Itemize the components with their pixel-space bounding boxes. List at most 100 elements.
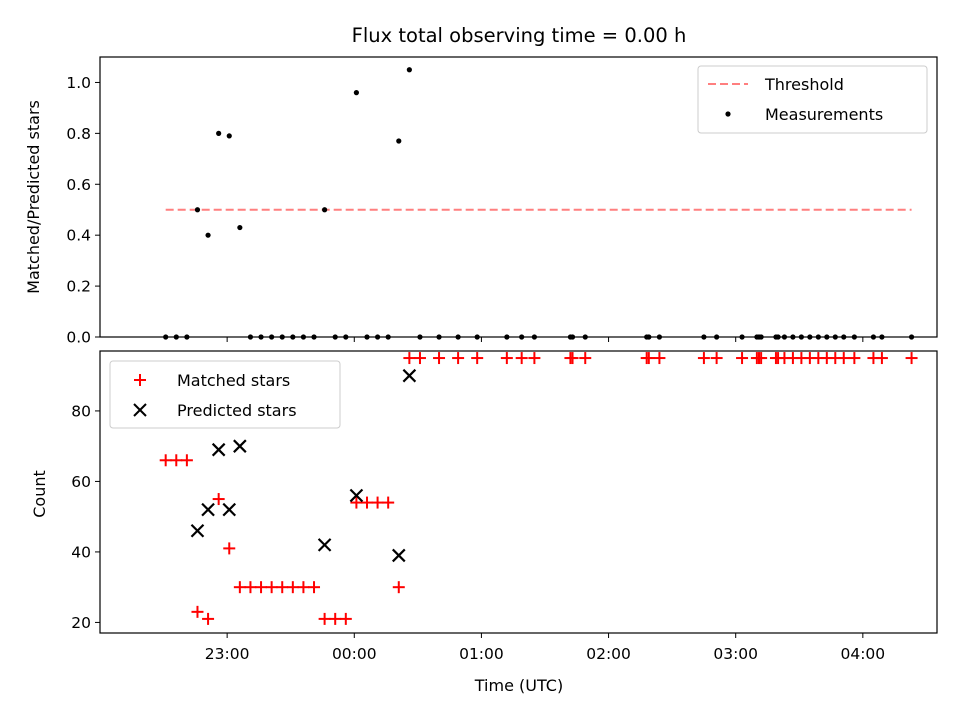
measurement-point bbox=[436, 334, 442, 340]
y-tick-label: 0.2 bbox=[66, 278, 91, 296]
x-tick-label: 23:00 bbox=[205, 645, 250, 663]
legend-ratio: Threshold Measurements bbox=[697, 65, 928, 134]
legend-matched-label: Matched stars bbox=[177, 371, 290, 390]
matched-star-point bbox=[212, 493, 225, 506]
matched-star-point bbox=[413, 352, 426, 365]
panel-count-marks bbox=[159, 352, 918, 625]
measurement-point bbox=[474, 334, 480, 340]
legend-predicted-label: Predicted stars bbox=[177, 401, 297, 420]
measurement-point bbox=[184, 334, 190, 340]
measurement-point bbox=[879, 334, 885, 340]
measurement-point bbox=[504, 334, 510, 340]
panel-count-y-label: Count bbox=[30, 470, 49, 518]
measurement-point bbox=[582, 334, 588, 340]
measurement-point bbox=[815, 334, 821, 340]
matched-star-point bbox=[848, 352, 861, 365]
matched-star-point bbox=[471, 352, 484, 365]
matched-star-point bbox=[191, 605, 204, 618]
measurement-point bbox=[775, 334, 781, 340]
matched-star-point bbox=[244, 581, 257, 594]
measurement-point bbox=[531, 334, 537, 340]
measurement-point bbox=[569, 334, 576, 340]
measurement-point bbox=[374, 334, 381, 340]
matched-star-point bbox=[566, 352, 579, 365]
matched-star-point bbox=[339, 612, 352, 625]
matched-star-point bbox=[653, 352, 666, 365]
measurement-point bbox=[824, 334, 830, 340]
measurement-point bbox=[353, 90, 359, 96]
panel-count-x-ticks: 23:00 00:00 01:00 02:00 03:00 04:00 bbox=[205, 633, 885, 663]
matched-star-point bbox=[905, 352, 918, 365]
measurement-point bbox=[841, 334, 847, 340]
measurement-point bbox=[739, 334, 745, 340]
matched-star-point bbox=[350, 496, 363, 509]
predicted-star-point bbox=[222, 502, 237, 517]
matched-star-point bbox=[286, 581, 299, 594]
x-tick-label: 03:00 bbox=[713, 645, 758, 663]
measurement-point bbox=[519, 334, 525, 340]
panel-ratio-y-label: Matched/Predicted stars bbox=[24, 100, 43, 294]
legend-predicted-swatch bbox=[133, 403, 147, 417]
matched-star-point bbox=[202, 612, 215, 625]
measurement-point bbox=[455, 334, 461, 340]
measurement-point bbox=[194, 207, 201, 213]
measurement-point bbox=[247, 334, 254, 340]
measurement-point bbox=[279, 334, 285, 340]
panel-ratio: 0.0 0.2 0.4 0.6 0.8 1.0 Matched/Predicted sta… bbox=[24, 56, 938, 347]
matched-star-point bbox=[500, 352, 513, 365]
measurement-point bbox=[851, 334, 857, 340]
measurement-point bbox=[216, 130, 222, 136]
measurement-point bbox=[406, 67, 412, 73]
panel-ratio-y-ticks: 0.0 0.2 0.4 0.6 0.8 1.0 bbox=[66, 74, 100, 347]
y-tick-label: 60 bbox=[71, 473, 91, 491]
matched-star-point bbox=[276, 581, 289, 594]
matched-star-point bbox=[223, 542, 236, 555]
measurement-point bbox=[290, 334, 296, 340]
matched-star-point bbox=[528, 352, 541, 365]
x-axis-label: Time (UTC) bbox=[474, 676, 563, 695]
measurement-point bbox=[163, 334, 169, 340]
measurement-point bbox=[701, 334, 707, 340]
legend-measurements-swatch bbox=[725, 111, 731, 117]
measurement-point bbox=[714, 334, 720, 340]
measurement-point bbox=[798, 334, 804, 340]
y-tick-label: 1.0 bbox=[66, 74, 91, 92]
measurement-point bbox=[205, 232, 211, 238]
measurement-point bbox=[396, 138, 402, 144]
matched-star-point bbox=[515, 352, 528, 365]
measurement-point bbox=[332, 334, 338, 340]
legend-count-box bbox=[109, 360, 341, 429]
x-tick-label: 02:00 bbox=[586, 645, 631, 663]
measurement-point bbox=[832, 334, 838, 340]
matched-star-point bbox=[360, 496, 373, 509]
matched-star-point bbox=[170, 454, 183, 467]
predicted-star-point bbox=[349, 488, 364, 503]
matched-star-point bbox=[371, 496, 384, 509]
matched-star-point bbox=[875, 352, 888, 365]
predicted-star-point bbox=[317, 538, 332, 552]
measurement-point bbox=[417, 334, 423, 340]
y-tick-label: 0.6 bbox=[66, 176, 91, 194]
x-tick-label: 01:00 bbox=[459, 645, 504, 663]
matched-star-point bbox=[579, 352, 592, 365]
x-tick-label: 04:00 bbox=[840, 645, 885, 663]
measurement-point bbox=[646, 334, 652, 340]
legend-threshold-label: Threshold bbox=[764, 75, 844, 94]
predicted-star-point bbox=[391, 548, 406, 563]
predicted-star-point bbox=[201, 502, 215, 517]
matched-star-point bbox=[180, 454, 193, 467]
x-tick-label: 00:00 bbox=[332, 645, 377, 663]
matched-star-point bbox=[265, 581, 278, 594]
predicted-star-point bbox=[211, 442, 226, 457]
measurement-point bbox=[758, 334, 764, 340]
y-tick-label: 20 bbox=[71, 614, 91, 632]
matched-star-point bbox=[233, 581, 246, 594]
y-tick-label: 40 bbox=[71, 543, 91, 561]
matched-star-point bbox=[255, 581, 268, 594]
matched-star-point bbox=[837, 352, 850, 365]
predicted-star-point bbox=[190, 523, 205, 538]
y-tick-label: 0.0 bbox=[66, 329, 91, 347]
measurement-point bbox=[322, 207, 328, 213]
matched-star-point bbox=[382, 496, 395, 509]
legend-measurements-label: Measurements bbox=[765, 105, 883, 124]
